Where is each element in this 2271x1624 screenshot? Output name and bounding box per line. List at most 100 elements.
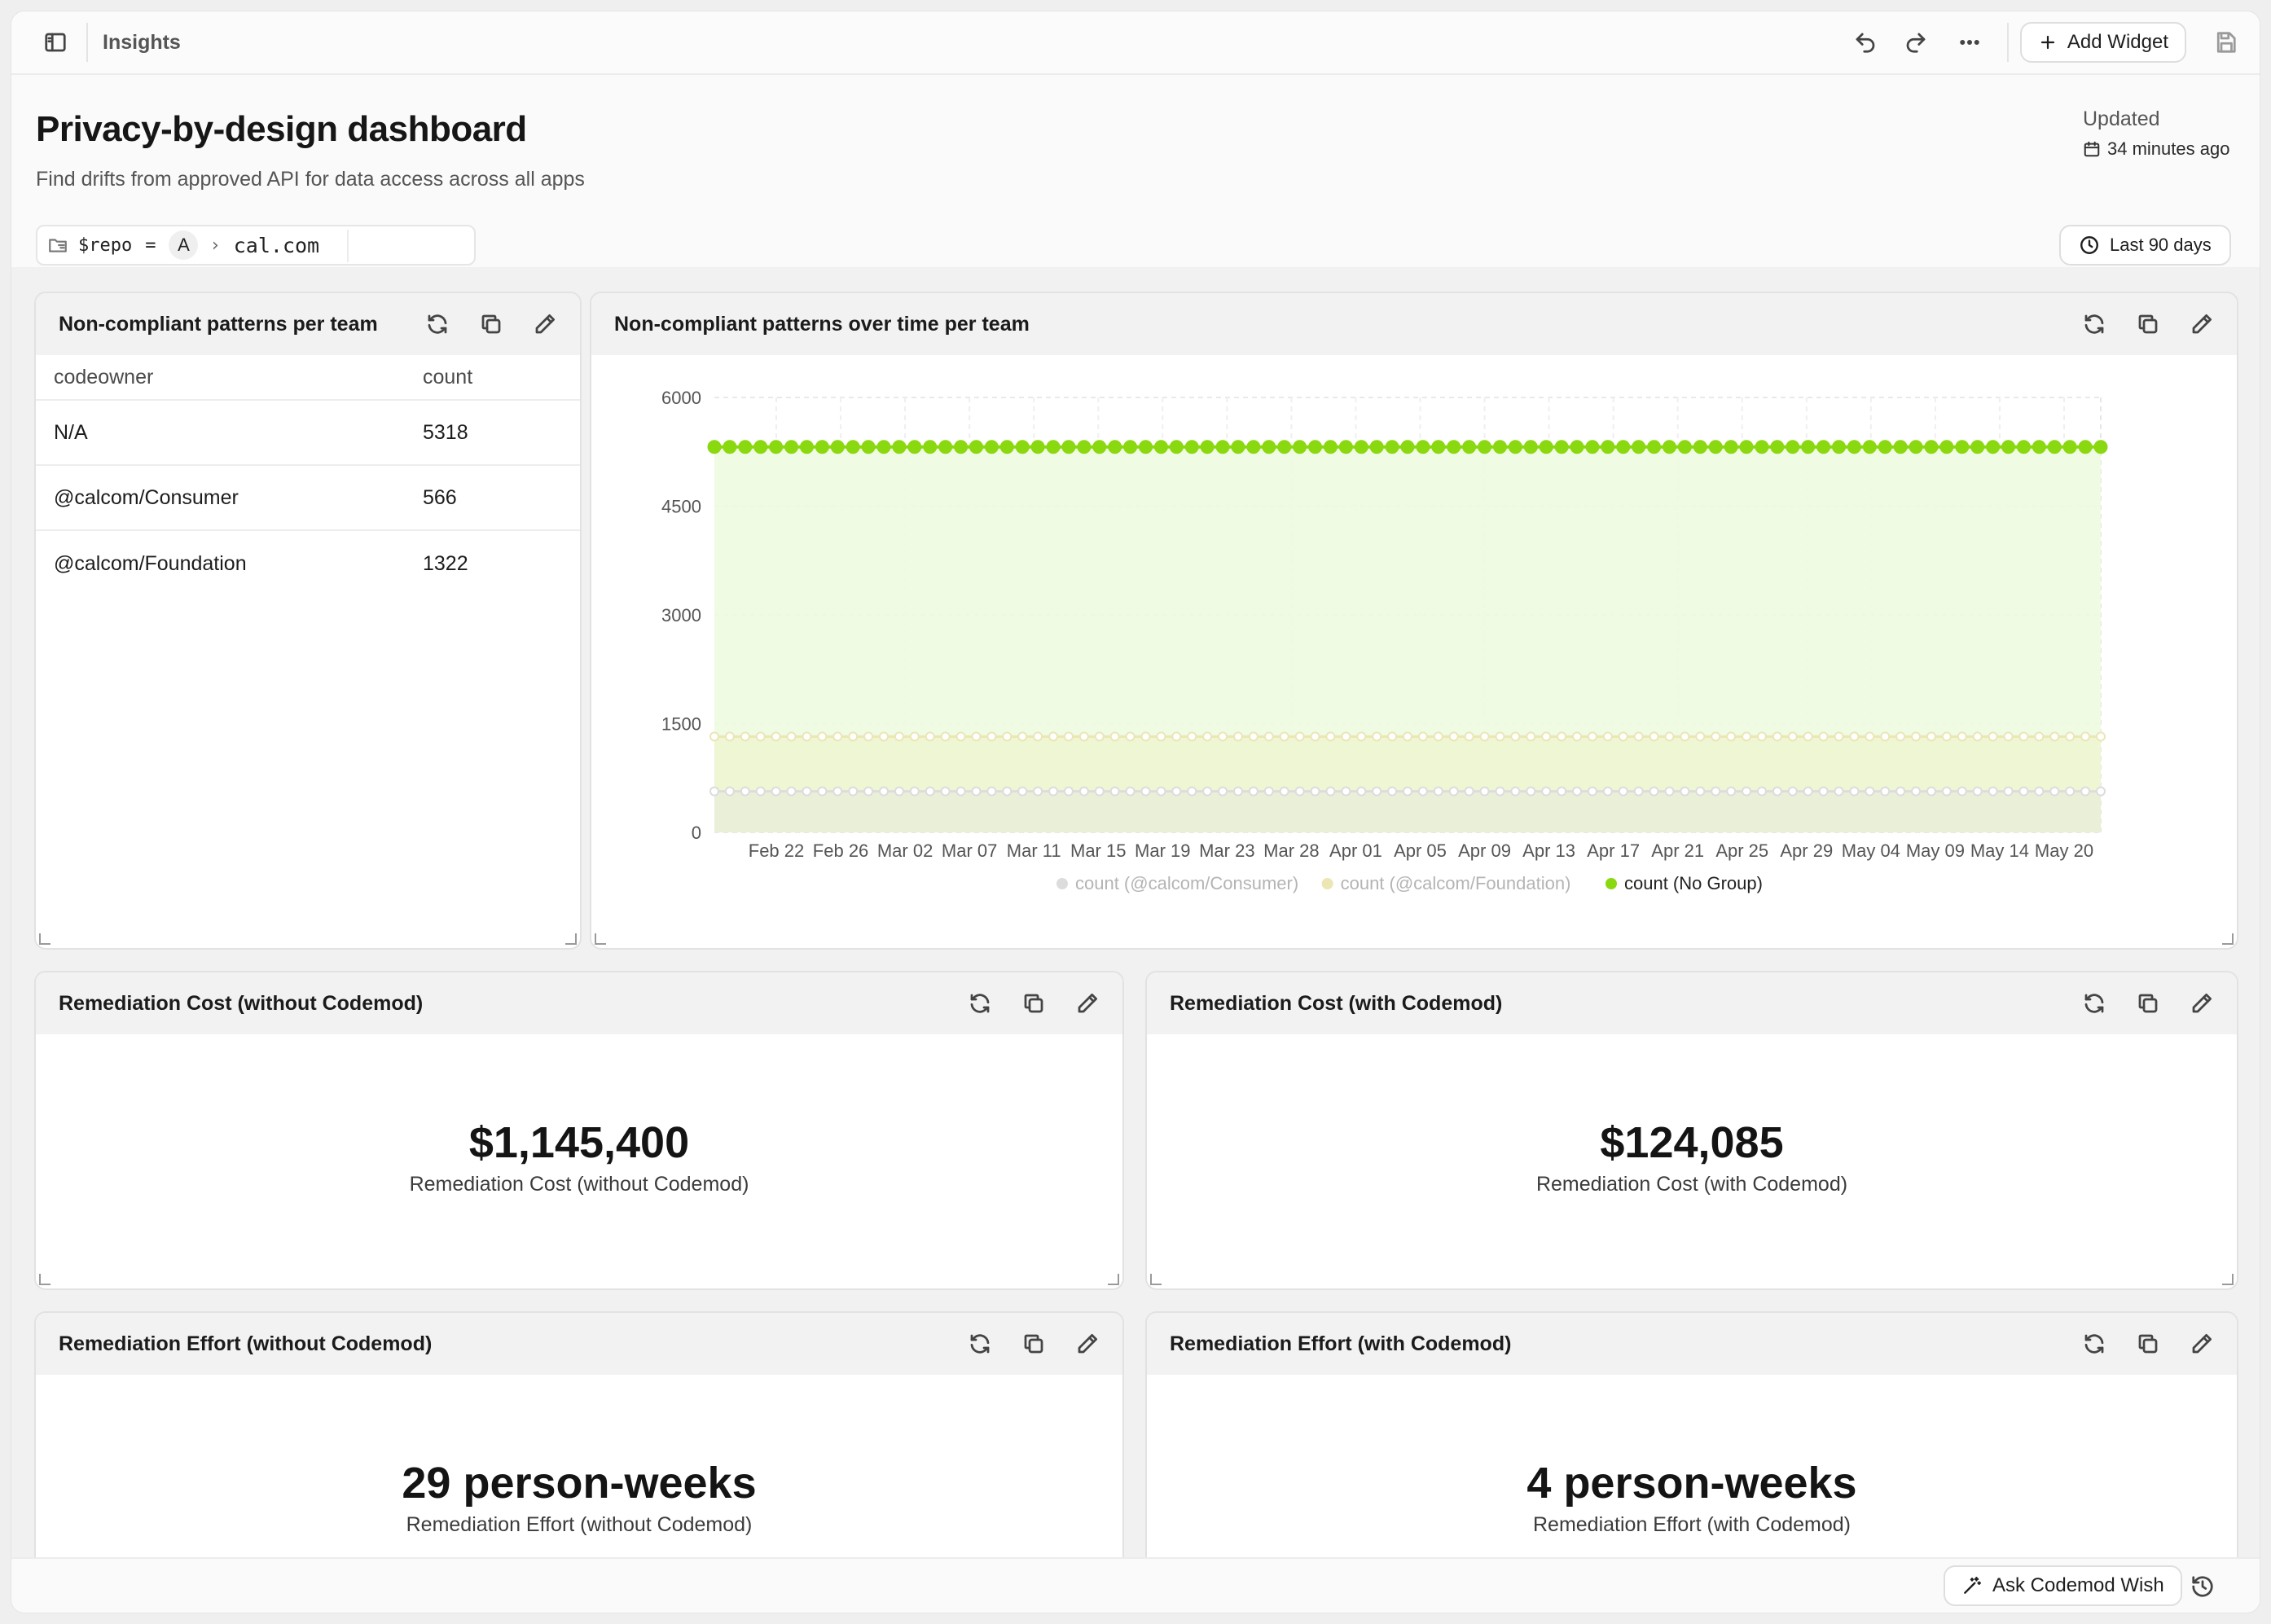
data-point bbox=[1077, 440, 1092, 454]
data-point bbox=[740, 731, 750, 742]
pencil-icon[interactable] bbox=[2178, 301, 2225, 348]
data-point bbox=[1510, 731, 1521, 742]
data-point bbox=[1557, 786, 1567, 797]
data-point bbox=[2034, 786, 2045, 797]
copy-icon[interactable] bbox=[2124, 1320, 2172, 1367]
table-row[interactable]: @calcom/Foundation 1322 bbox=[36, 531, 580, 596]
data-point bbox=[1911, 731, 1922, 742]
x-tick-label: May 04 bbox=[1842, 841, 1900, 861]
data-point bbox=[1633, 731, 1644, 742]
data-point bbox=[1171, 786, 1182, 797]
data-point bbox=[1803, 731, 1813, 742]
more-icon[interactable] bbox=[1947, 20, 1992, 65]
undo-icon[interactable] bbox=[1843, 20, 1888, 65]
data-point bbox=[2093, 440, 2108, 454]
pencil-icon[interactable] bbox=[1064, 980, 1111, 1027]
y-tick-label: 4500 bbox=[661, 497, 701, 517]
refresh-icon[interactable] bbox=[2071, 1320, 2118, 1367]
data-point bbox=[1015, 440, 1030, 454]
data-point bbox=[1387, 731, 1398, 742]
data-point bbox=[1218, 731, 1228, 742]
data-point bbox=[1508, 440, 1522, 454]
resize-handle[interactable] bbox=[565, 933, 577, 945]
data-point bbox=[2018, 786, 2029, 797]
copy-icon[interactable] bbox=[2124, 301, 2172, 348]
data-point bbox=[925, 786, 935, 797]
data-point bbox=[1693, 440, 1707, 454]
redo-icon[interactable] bbox=[1893, 20, 1939, 65]
x-tick-label: Apr 21 bbox=[1651, 841, 1704, 861]
breadcrumb-insights[interactable]: Insights bbox=[103, 30, 181, 54]
data-point bbox=[1803, 786, 1813, 797]
copy-icon[interactable] bbox=[1010, 980, 1057, 1027]
repo-filter[interactable]: $repo = A › cal.com bbox=[36, 225, 476, 266]
sidebar-toggle-icon[interactable] bbox=[33, 20, 78, 65]
data-point bbox=[986, 731, 997, 742]
data-point bbox=[971, 786, 982, 797]
data-point bbox=[1341, 731, 1351, 742]
data-point bbox=[1865, 731, 1875, 742]
pencil-icon[interactable] bbox=[2178, 1320, 2225, 1367]
data-point bbox=[1048, 731, 1059, 742]
x-tick-label: Apr 01 bbox=[1329, 841, 1382, 861]
data-point bbox=[940, 786, 951, 797]
x-tick-label: Apr 13 bbox=[1522, 841, 1575, 861]
data-point bbox=[1649, 786, 1659, 797]
data-point bbox=[1108, 440, 1122, 454]
save-icon[interactable] bbox=[2203, 20, 2248, 65]
refresh-icon[interactable] bbox=[2071, 980, 2118, 1027]
data-point bbox=[1510, 786, 1521, 797]
data-point bbox=[1125, 731, 1136, 742]
data-point bbox=[2034, 731, 2045, 742]
resize-handle[interactable] bbox=[2222, 933, 2234, 945]
data-point bbox=[2016, 440, 2031, 454]
data-point bbox=[817, 786, 828, 797]
data-point bbox=[1972, 786, 1983, 797]
table-row[interactable]: @calcom/Consumer 566 bbox=[36, 466, 580, 531]
refresh-icon[interactable] bbox=[414, 301, 461, 348]
data-point bbox=[1541, 786, 1552, 797]
resize-handle[interactable] bbox=[595, 933, 606, 945]
data-point bbox=[1988, 731, 1998, 742]
data-point bbox=[2049, 786, 2060, 797]
column-header-codeowner[interactable]: codeowner bbox=[54, 365, 154, 388]
pencil-icon[interactable] bbox=[2178, 980, 2225, 1027]
data-point bbox=[1294, 786, 1305, 797]
data-point bbox=[832, 731, 843, 742]
data-point bbox=[969, 440, 983, 454]
refresh-icon[interactable] bbox=[2071, 301, 2118, 348]
x-tick-label: May 09 bbox=[1906, 841, 1965, 861]
time-range-button[interactable]: Last 90 days bbox=[2059, 225, 2231, 266]
resize-handle[interactable] bbox=[39, 933, 51, 945]
copy-icon[interactable] bbox=[2124, 980, 2172, 1027]
data-point bbox=[830, 440, 845, 454]
pencil-icon[interactable] bbox=[1064, 1320, 1111, 1367]
data-point bbox=[1416, 440, 1430, 454]
data-point bbox=[1662, 440, 1676, 454]
column-header-count[interactable]: count bbox=[423, 365, 473, 388]
data-point bbox=[1094, 786, 1105, 797]
copy-icon[interactable] bbox=[468, 301, 515, 348]
resize-handle[interactable] bbox=[39, 1274, 51, 1285]
effort-without-widget: Remediation Effort (without Codemod) 29 … bbox=[34, 1311, 1124, 1557]
data-point bbox=[1078, 731, 1089, 742]
updated-value: 34 minutes ago bbox=[2107, 138, 2230, 159]
history-icon[interactable] bbox=[2180, 1564, 2225, 1609]
x-tick-label: Apr 09 bbox=[1458, 841, 1511, 861]
resize-handle[interactable] bbox=[1150, 1274, 1162, 1285]
table-row[interactable]: N/A 5318 bbox=[36, 401, 580, 466]
data-point bbox=[1495, 731, 1505, 742]
add-widget-button[interactable]: Add Widget bbox=[2019, 22, 2186, 63]
refresh-icon[interactable] bbox=[956, 980, 1004, 1027]
copy-icon[interactable] bbox=[1010, 1320, 1057, 1367]
x-tick-label: Apr 29 bbox=[1780, 841, 1833, 861]
resize-handle[interactable] bbox=[2222, 1274, 2234, 1285]
ask-codemod-wish-button[interactable]: Ask Codemod Wish bbox=[1944, 1565, 2182, 1606]
refresh-icon[interactable] bbox=[956, 1320, 1004, 1367]
page-title: Privacy-by-design dashboard bbox=[36, 109, 527, 149]
divider bbox=[2006, 23, 2009, 62]
resize-handle[interactable] bbox=[1108, 1274, 1119, 1285]
data-point bbox=[1356, 786, 1367, 797]
data-point bbox=[1338, 440, 1353, 454]
pencil-icon[interactable] bbox=[521, 301, 569, 348]
